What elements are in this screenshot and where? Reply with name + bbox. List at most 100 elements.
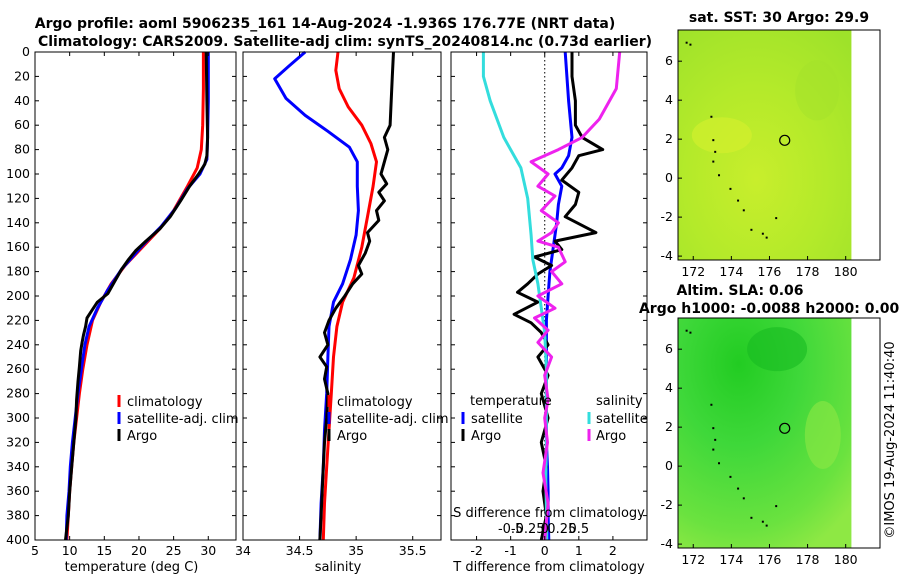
- map-title-line-1: Altim. SLA: 0.06: [676, 283, 803, 299]
- island: [714, 150, 717, 153]
- legend-entry: satellite-adj. clim: [127, 412, 239, 427]
- high-sla-patch: [747, 327, 808, 372]
- island: [689, 43, 692, 46]
- legend-entry: satellite-adj. clim: [337, 412, 449, 427]
- imos-watermark: ©IMOS 19-Aug-2024 11:40:40: [883, 341, 898, 538]
- y-tick-label: 160: [6, 239, 30, 254]
- y-tick-label: 300: [6, 410, 30, 425]
- series-salinity-argo: [529, 51, 622, 541]
- y-tick-label: 120: [6, 190, 30, 205]
- island: [761, 520, 764, 523]
- island: [765, 524, 768, 527]
- x-tick-label: 178: [796, 264, 820, 279]
- island: [710, 403, 713, 406]
- x-tick-label: 180: [834, 264, 858, 279]
- x-axis-label: T difference from climatology: [452, 560, 645, 575]
- legend-entry: Argo: [471, 429, 501, 444]
- y-tick-label: 100: [6, 166, 30, 181]
- legend-entry: satellite: [471, 412, 523, 427]
- x-tick-label: 34: [235, 543, 251, 558]
- title-line-1: Argo profile: aoml 5906235_161 14-Aug-20…: [35, 16, 616, 32]
- island: [750, 516, 753, 519]
- argo-float-marker: [779, 134, 791, 146]
- y-tick-label: 140: [6, 215, 30, 230]
- y-tick-label: 60: [14, 117, 30, 132]
- y-tick-label: 240: [6, 337, 30, 352]
- series-argo: [318, 51, 395, 541]
- x-tick-label: 15: [96, 543, 112, 558]
- x-tick-label: 174: [719, 552, 743, 567]
- y-tick-label: 280: [6, 386, 30, 401]
- y-tick-label: 400: [6, 532, 30, 547]
- y-tick-label: 80: [14, 142, 30, 157]
- x-tick-label: 1: [575, 543, 583, 558]
- island: [775, 217, 778, 220]
- island: [729, 187, 732, 190]
- x-tick-label: -2: [470, 543, 482, 558]
- x-tick-label: 0: [541, 543, 549, 558]
- legend-entry: climatology: [127, 395, 203, 410]
- y-tick-label: 200: [6, 288, 30, 303]
- series-climatology: [65, 52, 205, 541]
- low-sla-patch: [804, 400, 841, 469]
- panel-difference: -2 -1 0 1 2 T difference from climatology temp…: [450, 51, 648, 575]
- x-axis-label: temperature (deg C): [65, 560, 199, 575]
- x-tick-label: 172: [681, 552, 705, 567]
- map-sla: 172 174 176 178 180 6 4 2 0 -2 -4 Altim. SLA: 0.06 A…: [639, 283, 900, 567]
- island: [718, 174, 721, 177]
- y-tick-label: -2: [661, 209, 673, 224]
- x-tick-label: 180: [834, 552, 858, 567]
- island: [685, 329, 688, 332]
- salinity-tick-label: 0: [541, 522, 549, 537]
- x-tick-label: 2: [609, 543, 617, 558]
- legend-entry: climatology: [337, 395, 413, 410]
- series-argo: [64, 51, 210, 541]
- series-climatology: [321, 51, 378, 541]
- x-tick-label: 35.5: [399, 543, 427, 558]
- y-tick-label: 2: [665, 131, 673, 146]
- x-tick-label: 178: [796, 552, 820, 567]
- x-tick-label: 20: [131, 543, 147, 558]
- legend-header-salinity: salinity: [596, 394, 643, 409]
- x-tick-label: 30: [200, 543, 216, 558]
- island: [710, 115, 713, 118]
- map-frame: [677, 29, 881, 261]
- map-sst: 172 174 176 178 180 6 4 2 0 -2 -4 sat. SST: 30 Argo…: [661, 10, 881, 279]
- title-line-2: Climatology: CARS2009. Satellite-adj cli…: [38, 34, 652, 50]
- legend-entry: satellite: [596, 412, 648, 427]
- y-tick-label: 360: [6, 483, 30, 498]
- salinity-tick-label: 0.5: [568, 522, 589, 537]
- y-tick-label: 4: [665, 380, 673, 395]
- y-tick-label: 4: [665, 92, 673, 107]
- island: [712, 160, 715, 163]
- y-tick-label: 180: [6, 264, 30, 279]
- salinity-tick-label: -0.5: [498, 522, 523, 537]
- island: [775, 505, 778, 508]
- legend-entry: Argo: [596, 429, 626, 444]
- y-tick-label: 6: [665, 53, 673, 68]
- salinity-axis-label: S difference from climatology: [453, 506, 645, 521]
- island: [750, 228, 753, 231]
- x-tick-label: 34.5: [286, 543, 314, 558]
- island: [685, 41, 688, 44]
- salinity-tick-label: 0.25: [547, 522, 576, 537]
- x-axis-label: salinity: [315, 560, 362, 575]
- island: [689, 331, 692, 334]
- y-tick-label: -2: [661, 497, 673, 512]
- island: [712, 427, 715, 430]
- x-tick-label: 176: [758, 264, 782, 279]
- y-tick-label: 260: [6, 361, 30, 376]
- legend-entry: Argo: [337, 429, 367, 444]
- island: [742, 209, 745, 212]
- y-tick-label: 0: [22, 44, 30, 59]
- legend-header-temperature: temperature: [470, 394, 552, 409]
- x-tick-label: 176: [758, 552, 782, 567]
- x-tick-label: 5: [31, 543, 39, 558]
- island: [712, 448, 715, 451]
- y-tick-label: 380: [6, 508, 30, 523]
- y-tick-label: 40: [14, 93, 30, 108]
- panel-salinity: 34 34.5 35 35.5 salinity climatology satellite…: [235, 50, 449, 575]
- legend-entry: Argo: [127, 429, 157, 444]
